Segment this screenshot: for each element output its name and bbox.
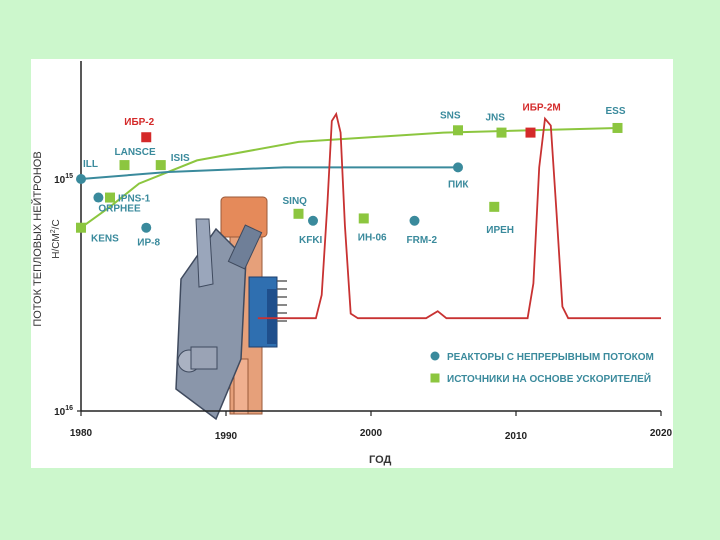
- pulse-profile-line: [257, 111, 661, 320]
- reactor-point: [453, 162, 463, 173]
- reactor-point: [308, 215, 318, 226]
- y-tick-label: 1016: [54, 405, 73, 418]
- accelerator-point: [293, 208, 304, 219]
- accelerator-point: [496, 127, 507, 138]
- point-label: SNS: [440, 110, 461, 121]
- point-label: ORPHEE: [98, 204, 141, 215]
- y-axis-title: ПОТОК ТЕПЛОВЫХ НЕЙТРОНОВ: [31, 151, 44, 326]
- x-tick-label: 1980: [70, 428, 93, 439]
- y-axis-unit: Н/СМ2/С: [50, 219, 62, 258]
- accelerator-point: [612, 122, 623, 133]
- y-tick-exponent: 16: [65, 405, 73, 412]
- y-unit-tail: /С: [51, 219, 62, 229]
- x-tick-label: 1990: [215, 431, 238, 442]
- legend-label: ИСТОЧНИКИ НА ОСНОВЕ УСКОРИТЕЛЕЙ: [447, 372, 651, 385]
- point-label: ПИК: [448, 179, 469, 190]
- point-label: ILL: [83, 159, 98, 170]
- accelerator-point: [358, 213, 369, 224]
- point-label: KFKI: [299, 235, 323, 246]
- legend: РЕАКТОРЫ С НЕПРЕРЫВНЫМ ПОТОКОМ ИСТОЧНИКИ …: [430, 351, 654, 385]
- reactor-trend-line: [80, 166, 458, 180]
- point-label: ИР-8: [137, 238, 160, 249]
- point-label: IPNS-1: [118, 194, 151, 205]
- y-unit-part: Н/СМ: [51, 233, 62, 258]
- accelerator-trend-line: [80, 127, 618, 229]
- x-tick-label: 2020: [650, 428, 673, 439]
- pulsed-reactor-point: [141, 132, 152, 143]
- point-label: SINQ: [283, 196, 308, 207]
- accelerator-point: [105, 192, 115, 203]
- accelerator-point: [76, 222, 86, 233]
- accelerator-point: [155, 160, 166, 171]
- x-tick-label: 2000: [360, 428, 383, 439]
- point-label: FRM-2: [407, 235, 438, 246]
- pulsed-reactor-point: [525, 127, 536, 138]
- y-tick-base: 10: [54, 175, 66, 186]
- point-label: ISIS: [171, 153, 190, 164]
- chart-marks: [76, 122, 623, 233]
- legend-label: РЕАКТОРЫ С НЕПРЕРЫВНЫМ ПОТОКОМ: [447, 352, 654, 363]
- legend-reactor-swatch: [430, 351, 440, 361]
- point-label: LANSCE: [115, 147, 156, 158]
- y-tick-exponent: 15: [65, 173, 73, 180]
- reactor-point: [76, 174, 86, 184]
- point-label: ИН-06: [358, 232, 387, 243]
- y-tick-label: 1015: [54, 173, 73, 186]
- x-tick-label: 2010: [505, 431, 528, 442]
- point-label: JNS: [486, 113, 506, 124]
- point-label: KENS: [91, 234, 119, 245]
- reactor-point: [141, 222, 152, 233]
- chart-panel: 1980 1990 2000 2010 2020 1016 1015 ГОД ПОТОК ТЕП…: [31, 59, 673, 468]
- accelerator-point: [119, 160, 130, 171]
- legend-accelerator-swatch: [430, 373, 440, 383]
- y-unit-sup: 2: [50, 229, 57, 233]
- trend-lines: [80, 111, 661, 320]
- point-label: ESS: [606, 106, 626, 117]
- reactor-point: [93, 192, 104, 203]
- y-tick-base: 10: [54, 407, 66, 418]
- reactor-point: [409, 215, 420, 226]
- point-label: ИБР-2: [124, 117, 154, 128]
- accelerator-point: [489, 201, 500, 212]
- point-label: ИРЕН: [486, 225, 514, 236]
- point-label: ИБР-2М: [523, 103, 561, 114]
- x-axis-title: ГОД: [369, 454, 392, 466]
- chart-labels: ILL ORPHEE ИР-8 KFKI FRM-2 ПИК KENS IPNS-1 LANSC…: [83, 103, 626, 249]
- reactor-illustration-icon: [175, 196, 287, 421]
- accelerator-point: [453, 125, 463, 136]
